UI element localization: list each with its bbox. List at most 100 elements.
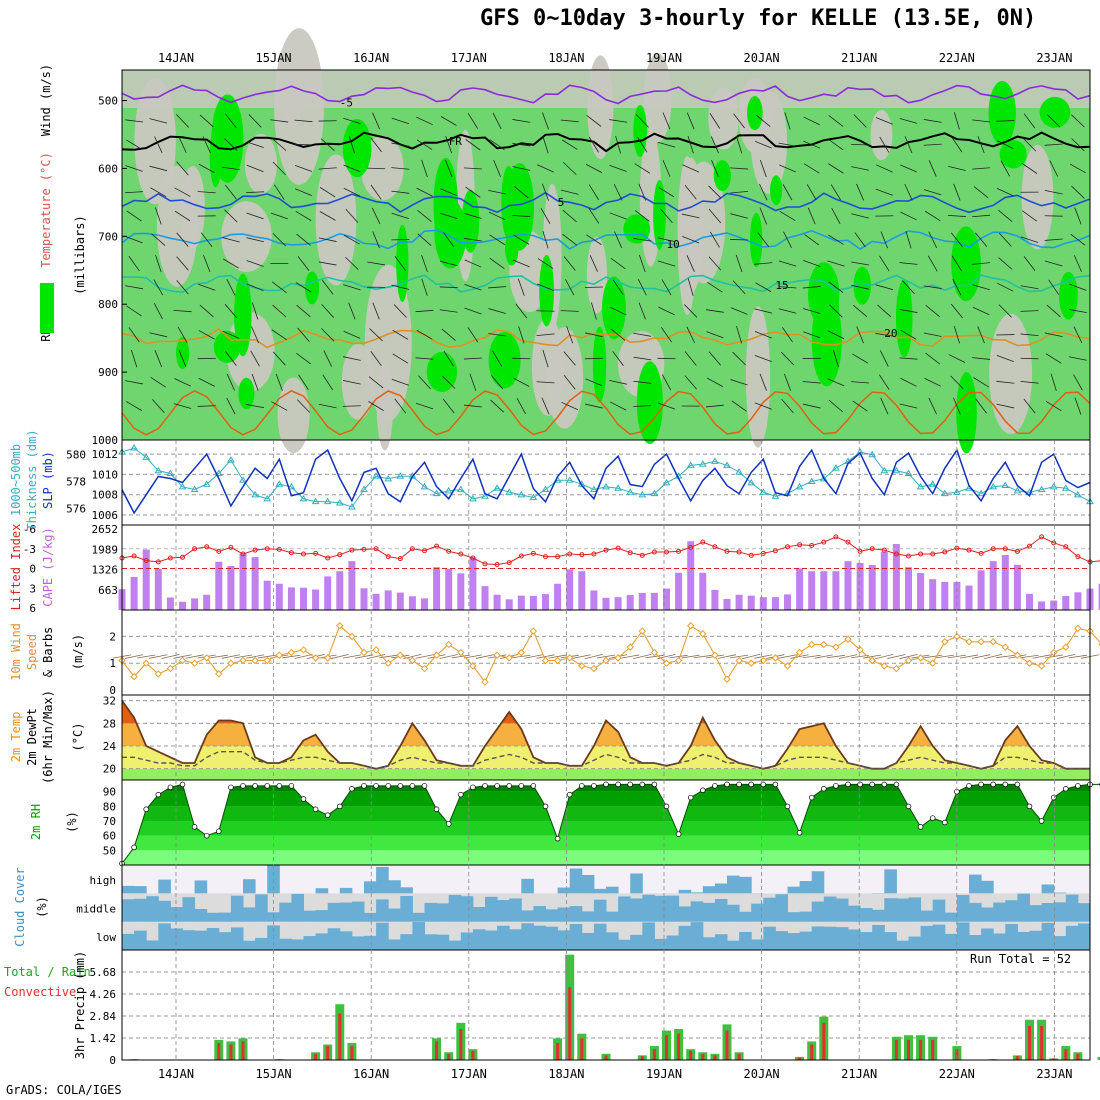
wind-barb [150, 187, 167, 198]
pressure-tick-label: 1000 [92, 434, 119, 447]
lifted-index-point [833, 534, 839, 540]
wind-barb [585, 403, 603, 409]
wind-barb [634, 210, 650, 222]
precip-conv-bar [725, 1030, 729, 1060]
wind-barb [270, 119, 289, 123]
cloud-block [1053, 902, 1067, 922]
rh-point [639, 781, 646, 788]
cloud-block [630, 934, 643, 950]
cloud-block [545, 926, 559, 950]
wind-barb [827, 330, 845, 340]
wind-barb [536, 381, 555, 384]
wind-barb [705, 309, 724, 313]
cloud-block [1065, 925, 1079, 950]
wind-barb [512, 143, 531, 147]
wind-barb [828, 234, 844, 245]
wind-barb [560, 310, 579, 312]
date-label-top: 17JAN [451, 51, 487, 65]
wind-speed-point [783, 662, 792, 670]
wind-speed-point [820, 640, 828, 649]
cloud-block [412, 922, 425, 950]
wind-barb [222, 237, 240, 243]
cloud-block [1017, 931, 1030, 950]
wind-barb [996, 120, 1015, 122]
wind-barb [1068, 356, 1087, 361]
wind-barb [272, 233, 286, 247]
wind-barb [226, 397, 236, 415]
cape-tick-label: 663 [98, 584, 118, 597]
cloud-block [315, 933, 329, 950]
wind-barb [996, 380, 1015, 384]
wind-barb [464, 213, 482, 219]
dewpoint-line [122, 751, 1090, 770]
wind-barb [415, 309, 434, 313]
side-label-wind: Wind (m/s) [39, 64, 53, 136]
wind-barb [732, 351, 746, 366]
thickness-point [940, 489, 949, 497]
wind-barb [149, 332, 168, 338]
wind-barb [923, 189, 942, 196]
cloud-block [690, 901, 704, 922]
cloud-block [969, 935, 982, 950]
wind-barb [467, 327, 479, 343]
cape-bar [856, 562, 864, 610]
thickness-point [154, 466, 163, 474]
wind-10m-barb [814, 654, 833, 659]
lifted-index-point [809, 542, 815, 548]
wind-barb [899, 357, 918, 360]
cloud-block [872, 924, 885, 950]
li-tick-label: 3 [29, 582, 36, 595]
rh-point [421, 783, 428, 789]
date-label-top: 20JAN [744, 51, 780, 65]
side-label-rh2m-unit: (%) [65, 811, 79, 833]
date-label-bottom: 16JAN [353, 1067, 389, 1081]
wind-barb [853, 114, 867, 128]
wind-barb [321, 328, 335, 342]
wind-barb [686, 326, 695, 344]
thickness-point [1049, 482, 1058, 490]
wind-10m-barb [802, 654, 821, 659]
precip-conv-bar [1015, 1056, 1019, 1060]
wind-10m-barb [536, 654, 555, 659]
wind-10m-barb [863, 654, 882, 659]
cape-bar [1050, 600, 1058, 610]
cape-bar [154, 568, 162, 610]
thickness-point [650, 489, 659, 497]
wind-barb [150, 377, 167, 388]
wind-barb [417, 233, 432, 246]
wind-barb [513, 377, 530, 387]
cape-bar [130, 577, 138, 610]
temp-band [122, 746, 1090, 769]
cloud-block [436, 903, 450, 922]
wind-barb [589, 255, 598, 272]
wind-barb [615, 135, 621, 154]
cloud-block [364, 881, 377, 894]
cloud-block [351, 936, 365, 950]
wind-speed-point [190, 659, 199, 667]
wind-barb [488, 308, 506, 314]
isotherm-line [121, 84, 1091, 105]
temp-band [122, 723, 1090, 746]
cloud-block [243, 879, 256, 894]
cloud-block [424, 902, 438, 922]
wind-barb [637, 136, 648, 153]
cloud-block [969, 902, 982, 922]
wind-barb [662, 112, 671, 130]
wind-barb [393, 304, 407, 318]
cloud-block [884, 932, 897, 950]
cape-bar [384, 590, 392, 610]
cloud-block [606, 911, 619, 922]
cape-bar [287, 587, 295, 610]
lifted-index-point [821, 539, 827, 545]
rh-tick-label: 80 [103, 800, 116, 813]
rh-point [409, 783, 416, 789]
wind-10m-barb [451, 654, 470, 659]
precip-conv-bar [1076, 1053, 1080, 1060]
wind-barb [924, 378, 941, 387]
cloud-block [860, 932, 873, 950]
wind-barb [151, 233, 166, 246]
lifted-index-point [385, 554, 391, 560]
wind-barb [851, 166, 869, 171]
wind-barb [923, 285, 942, 289]
wind-barb [923, 119, 942, 123]
